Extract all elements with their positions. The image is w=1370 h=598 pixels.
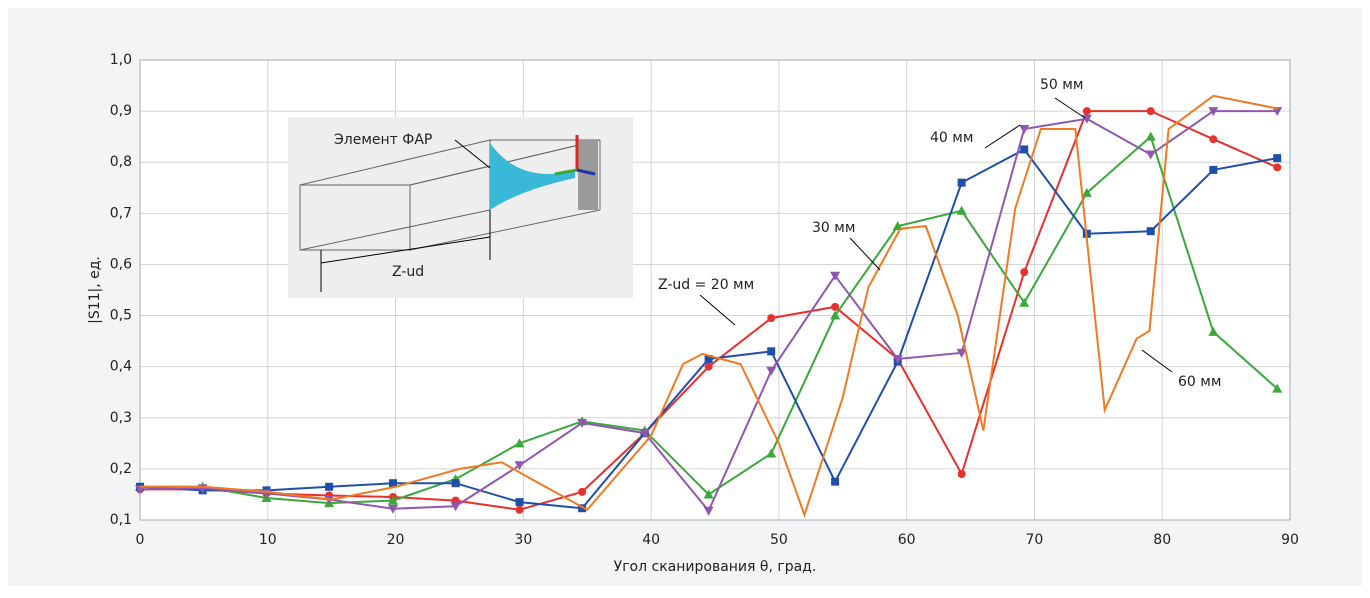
y-tick-label: 0,1 (110, 512, 132, 528)
marker (831, 303, 839, 311)
y-tick-label: 0,9 (110, 103, 132, 119)
x-tick-label: 10 (259, 532, 277, 548)
inset-port (578, 140, 598, 210)
y-tick-label: 0,5 (110, 308, 132, 324)
marker (767, 347, 775, 355)
marker (958, 179, 966, 187)
marker (958, 470, 966, 478)
y-tick-label: 0,7 (110, 205, 132, 221)
annotation: 40 мм (930, 130, 973, 146)
marker (1209, 166, 1217, 174)
marker (1273, 154, 1281, 162)
y-tick-label: 0,4 (110, 359, 132, 375)
annotation: 60 мм (1178, 374, 1221, 390)
marker (1020, 268, 1028, 276)
marker (1147, 107, 1155, 115)
annotation: 30 мм (812, 220, 855, 236)
y-tick-label: 0,2 (110, 461, 132, 477)
y-axis-label: |S11|, ед. (87, 256, 103, 324)
y-tick-label: 0,8 (110, 154, 132, 170)
y-tick-label: 0,6 (110, 256, 132, 272)
marker (1020, 145, 1028, 153)
marker (1209, 135, 1217, 143)
x-tick-label: 0 (136, 532, 145, 548)
y-tick-label: 0,3 (110, 410, 132, 426)
marker (578, 488, 586, 496)
x-tick-label: 80 (1153, 532, 1171, 548)
x-axis-label: Угол сканирования θ, град. (614, 559, 817, 575)
marker (516, 498, 524, 506)
marker (1083, 107, 1091, 115)
marker (1273, 163, 1281, 171)
marker (767, 314, 775, 322)
x-tick-label: 60 (898, 532, 916, 548)
marker (831, 478, 839, 486)
inset-label: Z-ud (392, 264, 424, 280)
annotation: 50 мм (1040, 77, 1083, 93)
x-tick-label: 20 (387, 532, 405, 548)
inset: Элемент ФАР Z-ud (288, 117, 633, 298)
x-tick-label: 40 (642, 532, 660, 548)
chart: Элемент ФАР Z-ud Угол сканирования θ, гр… (0, 0, 1370, 594)
x-tick-label: 90 (1281, 532, 1299, 548)
x-tick-label: 30 (514, 532, 532, 548)
marker (516, 506, 524, 514)
annotation: Z-ud = 20 мм (658, 277, 754, 293)
marker (325, 483, 333, 491)
inset-label: Элемент ФАР (334, 132, 432, 148)
x-tick-label: 70 (1026, 532, 1044, 548)
marker (1147, 227, 1155, 235)
marker (452, 479, 460, 487)
x-tick-label: 50 (770, 532, 788, 548)
marker (705, 363, 713, 371)
y-tick-label: 1,0 (110, 52, 132, 68)
